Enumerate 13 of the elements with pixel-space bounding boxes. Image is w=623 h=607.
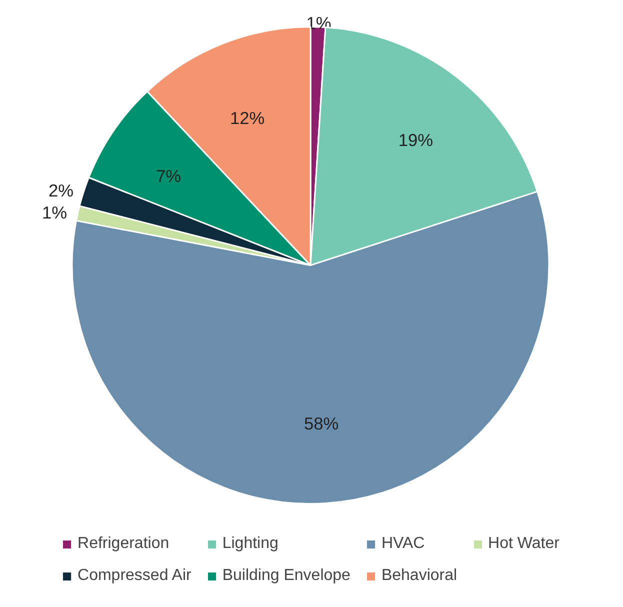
legend-label: Compressed Air (78, 567, 192, 585)
data-label: 2% (48, 180, 74, 200)
data-label: 1% (42, 202, 68, 222)
legend-label: Behavioral (381, 567, 458, 585)
legend-label: Hot Water (488, 535, 560, 553)
data-label: 19% (398, 130, 434, 150)
legend-label: HVAC (381, 535, 425, 553)
legend-label: Lighting (222, 535, 278, 553)
data-label: 58% (304, 413, 339, 434)
data-label: 7% (156, 166, 182, 186)
data-label: 12% (230, 108, 265, 128)
legend-label: Building Envelope (222, 567, 350, 585)
legend-label: Refrigeration (78, 535, 170, 553)
